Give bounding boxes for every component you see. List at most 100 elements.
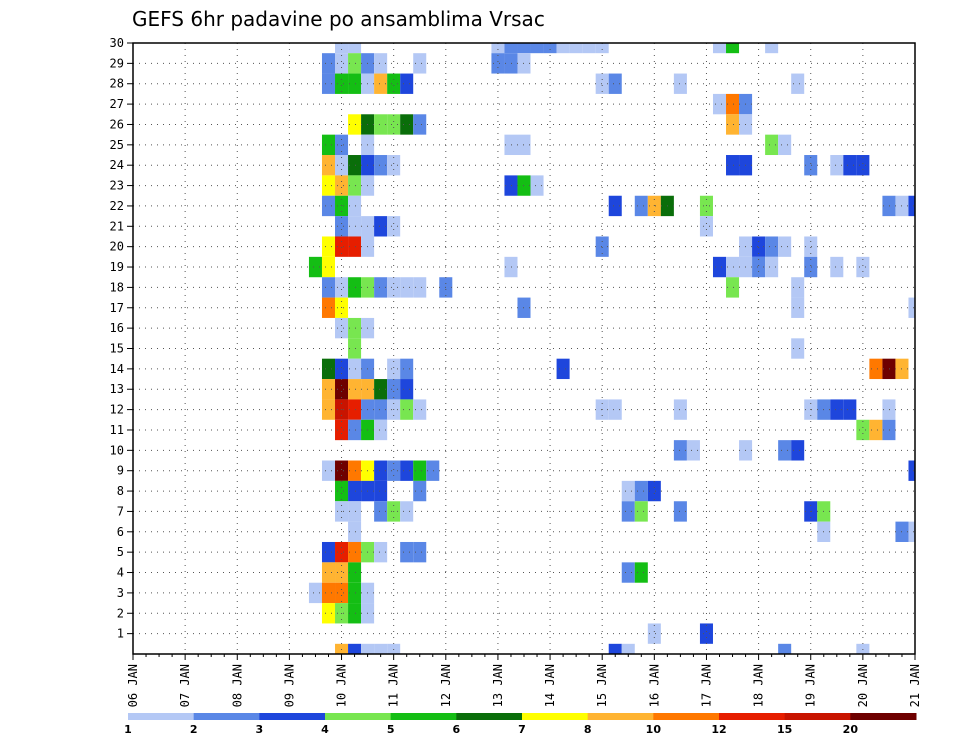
heatmap-cell — [634, 480, 648, 502]
heatmap-cell — [387, 379, 401, 400]
heatmap-cell — [374, 114, 388, 135]
heatmap-cell — [765, 256, 779, 278]
heatmap-cell — [400, 379, 414, 400]
legend-label: 4 — [321, 723, 329, 736]
y-tick-label: 7 — [117, 504, 124, 518]
heatmap-cell — [647, 480, 661, 502]
heatmap-cell — [348, 562, 362, 583]
heatmap-cell — [569, 43, 583, 54]
heatmap-cell — [374, 155, 388, 176]
heatmap-cell — [830, 256, 844, 278]
heatmap-cell — [374, 379, 388, 400]
heatmap-cell — [634, 195, 648, 217]
legend-label: 5 — [387, 723, 395, 736]
x-tick-label: 16 JAN — [647, 664, 661, 707]
heatmap-cell — [778, 643, 792, 654]
heatmap-cell — [791, 297, 805, 318]
heatmap-cell — [308, 582, 322, 604]
heatmap-cell — [413, 53, 427, 74]
heatmap-cell — [387, 114, 401, 135]
heatmap-cell — [335, 277, 349, 298]
legend-label: 15 — [777, 723, 792, 736]
legend-swatch — [850, 713, 917, 720]
heatmap-cell — [348, 114, 362, 135]
x-tick-label: 10 JAN — [335, 664, 349, 707]
heatmap-cell — [321, 379, 336, 400]
heatmap-cell — [348, 399, 362, 420]
heatmap-cell — [308, 256, 322, 278]
heatmap-cell — [804, 256, 818, 278]
heatmap-cell — [400, 358, 414, 380]
heatmap-cell — [348, 53, 362, 74]
heatmap-cell — [321, 53, 336, 74]
heatmap-cell — [348, 521, 362, 542]
heatmap-cell — [621, 562, 635, 583]
heatmap-cell — [504, 43, 518, 54]
y-axis: 1234567891011121314151617181920212223242… — [110, 36, 133, 641]
heatmap-cell — [361, 643, 375, 654]
heatmap-cell — [765, 43, 779, 54]
heatmap-cell — [335, 379, 349, 400]
heatmap-cell — [335, 53, 349, 74]
y-tick-label: 5 — [117, 545, 124, 559]
y-tick-label: 11 — [110, 423, 124, 437]
heatmap-cell — [321, 297, 336, 318]
heatmap-cell — [348, 460, 362, 481]
legend-swatch — [784, 713, 851, 720]
heatmap-cell — [321, 195, 336, 217]
heatmap-cell — [400, 399, 414, 420]
legend-label: 3 — [256, 723, 264, 736]
heatmap-cell — [778, 134, 792, 156]
heatmap-cell — [348, 338, 362, 359]
y-tick-label: 30 — [110, 36, 124, 50]
heatmap-cell — [869, 419, 883, 441]
legend-swatch — [719, 713, 786, 720]
heatmap-cell — [504, 175, 518, 196]
heatmap-cell — [374, 53, 388, 74]
heatmap-cell — [556, 43, 570, 54]
heatmap-cell — [400, 541, 414, 563]
heatmap-cell — [400, 277, 414, 298]
heatmap-cell — [726, 256, 740, 278]
heatmap-cell — [673, 440, 687, 461]
heatmap-cell — [856, 155, 870, 176]
heatmap-cell — [791, 73, 805, 94]
heatmap-cell — [400, 501, 414, 522]
heatmap-cell — [374, 419, 388, 441]
heatmap-cell — [321, 73, 336, 94]
heatmap-cell — [374, 216, 388, 237]
grid-lines — [133, 43, 915, 654]
heatmap-cell — [348, 277, 362, 298]
legend-label: 7 — [518, 723, 526, 736]
heatmap-cell — [504, 53, 518, 74]
heatmap-cell — [321, 358, 336, 380]
heatmap-cell — [335, 155, 349, 176]
heatmap-cell — [335, 480, 349, 502]
heatmap-cell — [374, 73, 388, 94]
x-tick-label: 17 JAN — [699, 664, 713, 707]
heatmap-cell — [804, 155, 818, 176]
heatmap-cell — [608, 195, 622, 217]
y-tick-label: 29 — [110, 56, 124, 70]
heatmap-cell — [491, 53, 505, 74]
y-tick-label: 18 — [110, 280, 124, 294]
heatmap-cell — [634, 562, 648, 583]
heatmap-cell — [686, 440, 700, 461]
heatmap-cell — [374, 399, 388, 420]
heatmap-cell — [348, 541, 362, 563]
heatmap-cell — [335, 562, 349, 583]
heatmap-cell — [726, 277, 740, 298]
y-tick-label: 9 — [117, 464, 124, 478]
heatmap-cell — [348, 582, 362, 604]
heatmap-cell — [673, 501, 687, 522]
heatmap-cell — [869, 358, 883, 380]
heatmap-cell — [830, 155, 844, 176]
heatmap-cell — [752, 236, 766, 257]
heatmap-cell — [321, 256, 336, 278]
y-tick-label: 25 — [110, 138, 124, 152]
legend: 1 2 3 4 5 6 7 8 10 12 15 20 — [124, 713, 917, 736]
y-tick-label: 16 — [110, 321, 124, 335]
heatmap-cell — [595, 236, 609, 257]
heatmap-cell — [335, 216, 349, 237]
heatmap-cell — [348, 501, 362, 522]
